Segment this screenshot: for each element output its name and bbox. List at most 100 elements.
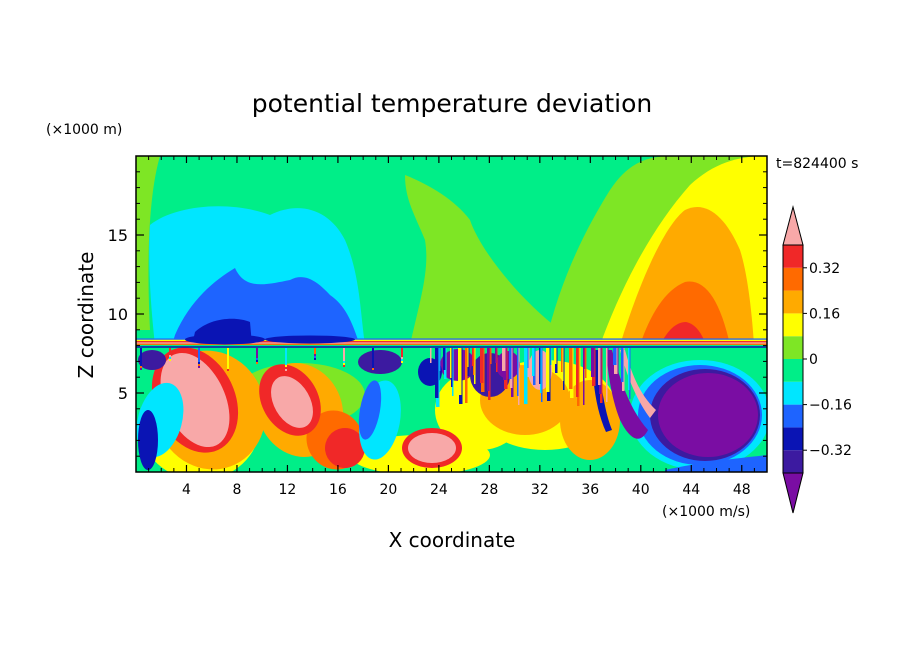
contour-streak — [450, 348, 452, 378]
x-unit-label: (×1000 m/s) — [662, 504, 750, 520]
colorbar: 0.32 0.16 0 −0.16 −0.32 — [782, 205, 852, 514]
chart-title: potential temperature deviation — [252, 89, 652, 118]
contour-patch-orange — [560, 380, 620, 460]
contour-patch-red — [325, 428, 365, 468]
contour-streak — [473, 348, 475, 375]
contour-streak — [554, 348, 557, 364]
colorbar-swatch — [783, 290, 803, 314]
contour-streak — [532, 348, 535, 376]
contour-streak — [576, 348, 579, 397]
contour-region-light-green — [405, 175, 565, 345]
colorbar-extend-bottom — [782, 472, 804, 514]
contour-streak — [613, 348, 617, 365]
colorbar-swatch — [783, 313, 803, 337]
contour-streak — [458, 348, 462, 395]
contour-streak — [496, 348, 498, 372]
contour-streak — [591, 348, 595, 377]
contour-streak — [607, 348, 609, 366]
time-label: t=824400 s — [776, 156, 858, 172]
contour-streak — [198, 348, 200, 362]
contour-patch-purple — [658, 373, 758, 457]
contour-patch-dark-blue — [265, 335, 355, 344]
colorbar-swatch — [783, 245, 803, 268]
contour-streak — [452, 348, 454, 396]
contour-streak — [430, 348, 432, 363]
contour-band — [136, 344, 767, 347]
y-tick-label: 5 — [118, 384, 128, 403]
contour-streak — [495, 348, 497, 363]
x-tick-label: 44 — [682, 482, 700, 498]
contour-streak — [480, 348, 484, 383]
colorbar-swatch — [783, 404, 803, 428]
y-tick-label: 10 — [108, 305, 128, 324]
colorbar-swatch — [783, 450, 803, 473]
contour-streak — [524, 348, 528, 404]
x-tick-label: 12 — [279, 482, 297, 498]
contour-streak — [451, 348, 453, 387]
contour-streak — [585, 348, 587, 378]
contour-streak — [372, 348, 374, 368]
contour-band — [136, 338, 767, 340]
contour-streak — [562, 348, 564, 381]
y-unit-label: (×1000 m) — [46, 122, 122, 138]
contour-streak — [540, 348, 542, 393]
x-axis: 4 8 12 16 20 24 28 32 36 40 44 48 — [148, 156, 755, 498]
contour-band — [136, 343, 767, 346]
contour-streak — [285, 348, 287, 365]
contour-streak — [569, 348, 573, 389]
contour-patch-violet — [358, 350, 402, 374]
contour-streak — [598, 348, 601, 385]
contour-streak — [628, 348, 630, 390]
colorbar-swatch — [783, 267, 803, 291]
x-tick-label: 24 — [430, 482, 448, 498]
contour-streak — [606, 348, 608, 402]
contour-streak — [435, 348, 439, 398]
contour-streak — [621, 348, 624, 382]
contour-streak — [140, 348, 142, 366]
contour-patch-dark-blue — [138, 410, 158, 470]
colorbar-tick-label: −0.32 — [809, 443, 852, 459]
x-tick-label: 48 — [733, 482, 751, 498]
colorbar-tick-label: 0 — [809, 352, 818, 368]
contour-band — [136, 346, 767, 348]
contour-band — [136, 342, 767, 344]
contour-patch-pink — [271, 376, 313, 428]
contour-streak — [465, 348, 468, 403]
contour-band — [136, 339, 767, 342]
contour-streak — [502, 348, 506, 371]
contour-streak — [472, 348, 474, 366]
contour-patch-pink — [408, 433, 456, 463]
colorbar-tick-label: 0.32 — [809, 261, 840, 277]
contour-streak — [541, 348, 543, 402]
y-axis: 5 10 15 — [108, 171, 767, 457]
contour-region-light-green — [136, 156, 160, 330]
contour-streak — [401, 348, 403, 357]
contour-streak — [563, 348, 565, 390]
colorbar-tick-label: 0.16 — [809, 306, 840, 322]
contour-streak — [546, 348, 550, 392]
x-tick-label: 32 — [531, 482, 549, 498]
contour-streak — [443, 348, 446, 370]
x-tick-label: 40 — [632, 482, 650, 498]
colorbar-swatch — [783, 381, 803, 405]
colorbar-tick-label: −0.16 — [809, 398, 852, 414]
plot-area — [135, 155, 768, 473]
x-tick-label: 16 — [329, 482, 347, 498]
contour-streak — [518, 348, 520, 405]
colorbar-extend-top — [782, 205, 804, 246]
contour-streak — [169, 348, 171, 355]
colorbar-swatch — [783, 359, 803, 382]
contour-patch-blue — [358, 380, 382, 440]
x-tick-label: 20 — [379, 482, 397, 498]
contour-streak — [583, 348, 585, 405]
contour-band — [136, 341, 767, 343]
contour-streak — [487, 348, 490, 391]
x-tick-label: 8 — [232, 482, 241, 498]
contour-patch-dark-blue — [185, 334, 265, 345]
contour-region-dark-orange — [640, 281, 730, 345]
x-tick-label: 28 — [480, 482, 498, 498]
contour-patch-purple — [496, 351, 520, 379]
contour-streak — [629, 348, 631, 399]
